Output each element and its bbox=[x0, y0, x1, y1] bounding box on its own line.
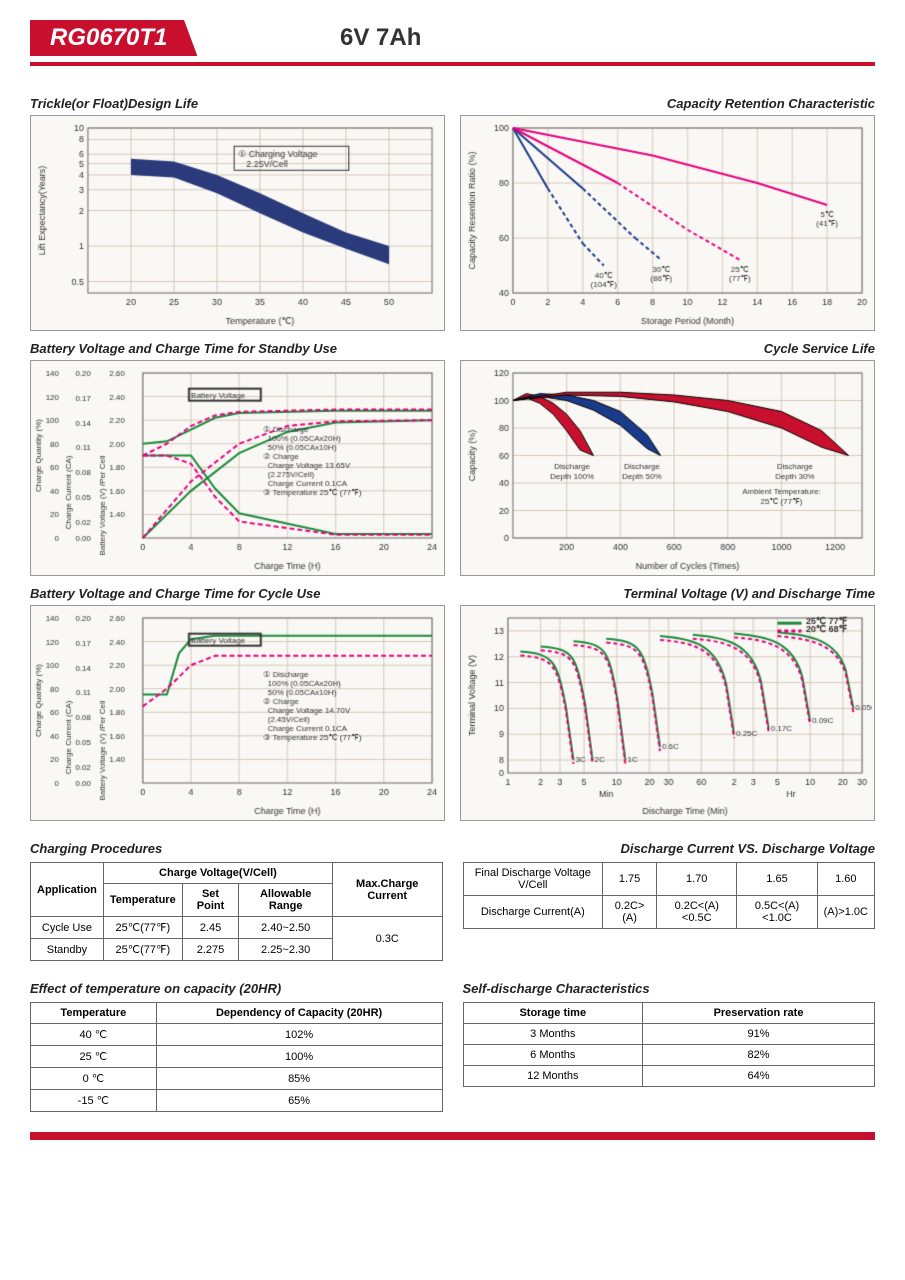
th-app: Application bbox=[31, 863, 104, 917]
th-temp: Temperature bbox=[103, 884, 182, 917]
table-self-discharge: Storage timePreservation rate 3 Months91… bbox=[463, 1002, 876, 1087]
title-discharge-v: Discharge Current VS. Discharge Voltage bbox=[463, 841, 876, 856]
chart-cycle-life bbox=[460, 360, 875, 576]
table-row: -15 ℃65% bbox=[31, 1090, 443, 1112]
th-sp: Set Point bbox=[182, 884, 239, 917]
table-temp-effect: TemperatureDependency of Capacity (20HR)… bbox=[30, 1002, 443, 1112]
chart-title-cycle-charge: Battery Voltage and Charge Time for Cycl… bbox=[30, 586, 445, 601]
table-row: Cycle Use 25℃(77℉) 2.45 2.40~2.50 0.3C bbox=[31, 917, 443, 939]
chart-title-cycle-life: Cycle Service Life bbox=[460, 341, 875, 356]
th-cv: Charge Voltage(V/Cell) bbox=[103, 863, 332, 884]
th-ar: Allowable Range bbox=[239, 884, 333, 917]
title-charging: Charging Procedures bbox=[30, 841, 443, 856]
chart-title-standby: Battery Voltage and Charge Time for Stan… bbox=[30, 341, 445, 356]
chart-retention bbox=[460, 115, 875, 331]
table-discharge-v: Final Discharge Voltage V/Cell 1.75 1.70… bbox=[463, 862, 876, 929]
title-temp-effect: Effect of temperature on capacity (20HR) bbox=[30, 981, 443, 996]
table-row: 40 ℃102% bbox=[31, 1024, 443, 1046]
table-row: 3 Months91% bbox=[463, 1024, 875, 1045]
table-row: 12 Months64% bbox=[463, 1066, 875, 1087]
table-row: Final Discharge Voltage V/Cell 1.75 1.70… bbox=[463, 863, 875, 896]
spec-text: 6V 7Ah bbox=[340, 24, 421, 52]
chart-cycle-charge bbox=[30, 605, 445, 821]
chart-title-retention: Capacity Retention Characteristic bbox=[460, 96, 875, 111]
title-self-discharge: Self-discharge Characteristics bbox=[463, 981, 876, 996]
chart-trickle bbox=[30, 115, 445, 331]
footer-red-line bbox=[30, 1132, 875, 1140]
table-row: 25 ℃100% bbox=[31, 1046, 443, 1068]
header-bar: RG0670T1 6V 7Ah bbox=[30, 20, 875, 58]
table-row: 6 Months82% bbox=[463, 1045, 875, 1066]
chart-discharge bbox=[460, 605, 875, 821]
header-red-line bbox=[30, 62, 875, 66]
model-badge: RG0670T1 bbox=[30, 20, 197, 56]
table-row: 0 ℃85% bbox=[31, 1068, 443, 1090]
th-max: Max.Charge Current bbox=[332, 863, 442, 917]
chart-standby bbox=[30, 360, 445, 576]
table-charging: Application Charge Voltage(V/Cell) Max.C… bbox=[30, 862, 443, 961]
table-row: Discharge Current(A) 0.2C>(A) 0.2C<(A)<0… bbox=[463, 896, 875, 929]
chart-title-trickle: Trickle(or Float)Design Life bbox=[30, 96, 445, 111]
chart-title-discharge: Terminal Voltage (V) and Discharge Time bbox=[460, 586, 875, 601]
